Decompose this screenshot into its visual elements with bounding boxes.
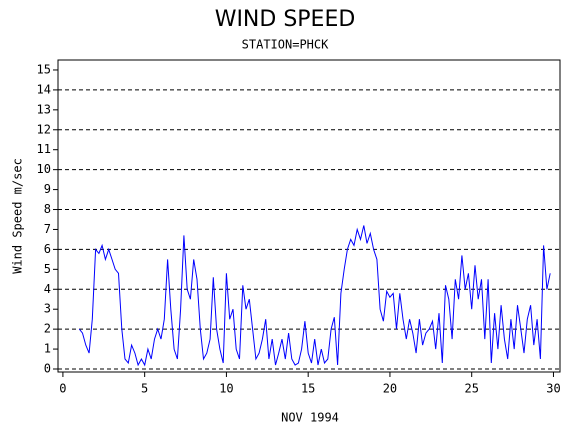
y-tick-label: 9 [44, 182, 51, 196]
y-tick-label: 10 [37, 162, 51, 176]
y-tick-label: 4 [44, 282, 51, 296]
x-tick-label: 10 [219, 382, 233, 396]
x-tick-label: 0 [59, 382, 66, 396]
y-tick-label: 0 [44, 362, 51, 376]
y-tick-label: 8 [44, 202, 51, 216]
series-line [78, 225, 551, 367]
plot-frame [57, 59, 561, 373]
y-tick-label: 15 [37, 62, 51, 76]
x-tick-label: 5 [141, 382, 148, 396]
y-tick-label: 7 [44, 222, 51, 236]
y-tick-label: 5 [44, 262, 51, 276]
x-tick-label: 30 [546, 382, 560, 396]
y-tick-label: 1 [44, 342, 51, 356]
y-tick-label: 2 [44, 322, 51, 336]
x-tick-label: 15 [301, 382, 315, 396]
y-tick-label: 3 [44, 302, 51, 316]
y-tick-label: 12 [37, 122, 51, 136]
y-axis-label: Wind Speed m/sec [11, 158, 25, 274]
x-tick-label: 25 [464, 382, 478, 396]
x-axis-label: NOV 1994 [281, 411, 339, 425]
x-tick-label: 20 [383, 382, 397, 396]
y-tick-label: 14 [37, 82, 51, 96]
y-tick-label: 11 [37, 142, 51, 156]
y-tick-label: 13 [37, 102, 51, 116]
chart-subtitle: STATION=PHCK [242, 38, 329, 52]
chart-title: WIND SPEED [215, 7, 356, 32]
y-tick-label: 6 [44, 242, 51, 256]
